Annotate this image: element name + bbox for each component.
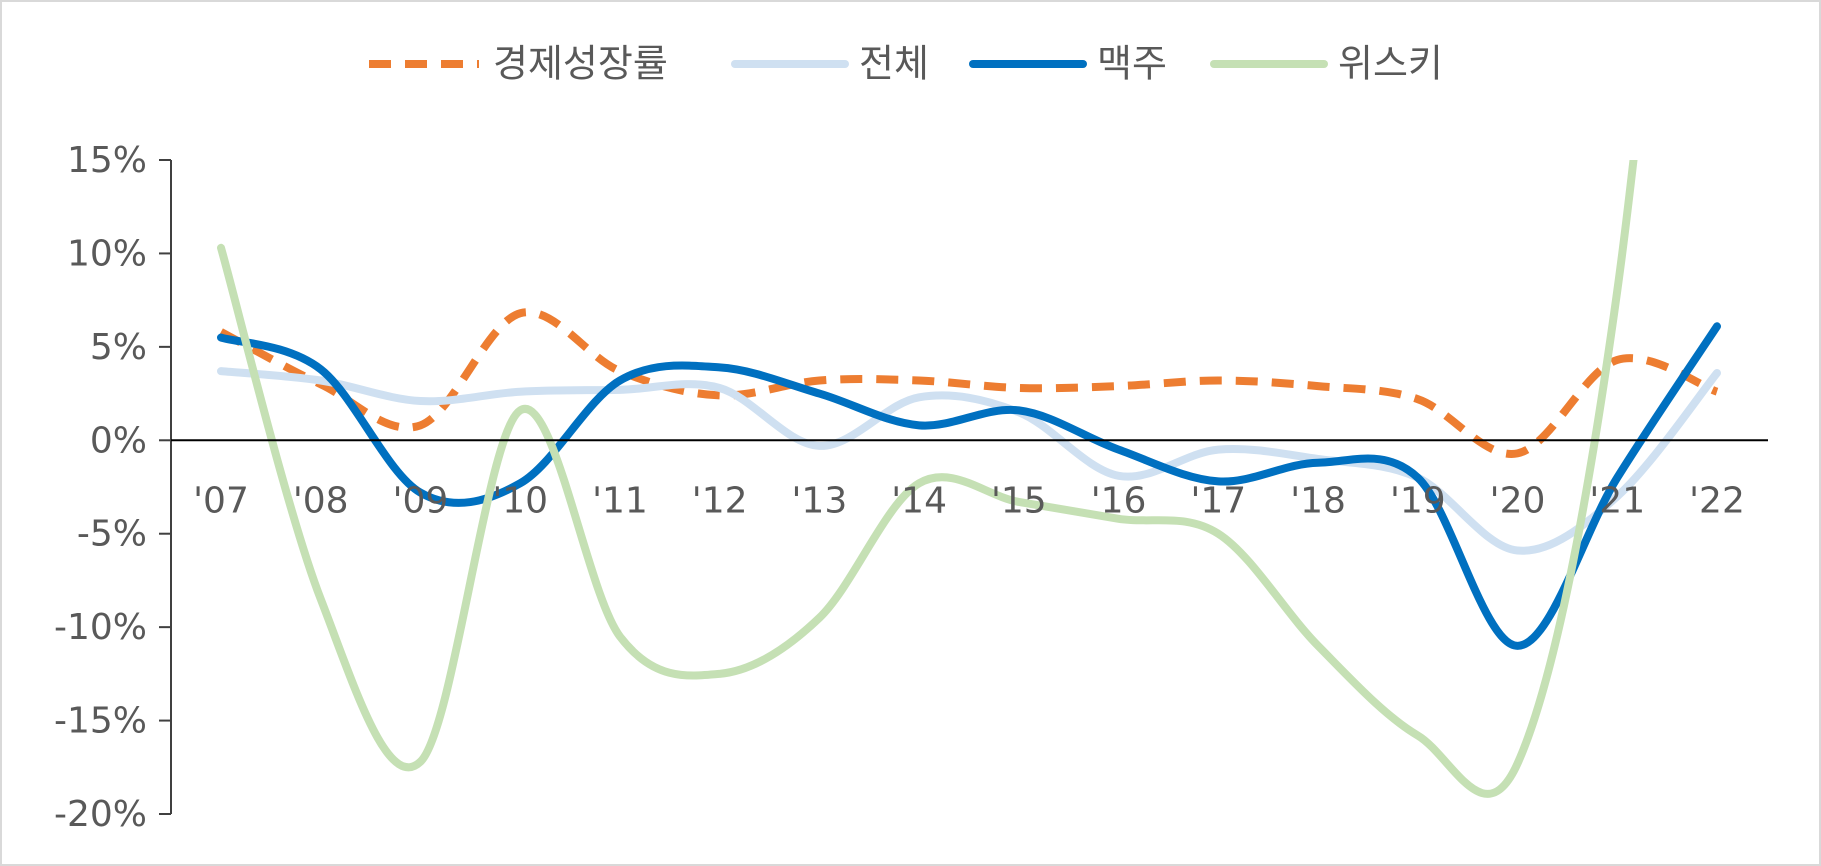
y-tick-label: -20% <box>54 794 147 835</box>
y-tick-label: -5% <box>77 514 147 555</box>
x-tick-label: '18 <box>1290 480 1346 521</box>
x-tick-label: '10 <box>492 480 548 521</box>
x-tick-label: '09 <box>393 480 449 521</box>
y-tick-label: -15% <box>54 701 147 742</box>
plot-area <box>217 160 1721 798</box>
x-tick-label: '20 <box>1490 480 1546 521</box>
x-tick-label: '13 <box>792 480 848 521</box>
y-tick-label: 5% <box>90 327 147 368</box>
x-tick-label: '11 <box>592 480 648 521</box>
x-tick-label: '15 <box>991 480 1047 521</box>
y-tick-label: 15% <box>67 140 147 181</box>
legend-label: 위스키 <box>1338 42 1443 86</box>
x-tick-label: '17 <box>1190 480 1246 521</box>
y-tick-label: -10% <box>54 607 147 648</box>
x-tick-label: '08 <box>293 480 349 521</box>
x-tick-label: '07 <box>193 480 249 521</box>
series-line <box>217 367 1721 555</box>
x-tick-label: '16 <box>1091 480 1147 521</box>
series-line <box>217 160 1638 798</box>
legend-label: 전체 <box>859 42 929 86</box>
series-line <box>217 322 1721 650</box>
y-tick-label: 10% <box>67 233 147 274</box>
series-line <box>219 308 1719 458</box>
legend-label: 경제성장률 <box>493 42 668 86</box>
legend-label: 맥주 <box>1097 42 1167 86</box>
x-tick-label: '14 <box>891 480 947 521</box>
x-tick-label: '12 <box>692 480 748 521</box>
x-tick-label: '22 <box>1689 480 1745 521</box>
y-tick-label: 0% <box>90 420 147 461</box>
x-tick-label: '19 <box>1390 480 1446 521</box>
x-tick-label: '21 <box>1589 480 1645 521</box>
